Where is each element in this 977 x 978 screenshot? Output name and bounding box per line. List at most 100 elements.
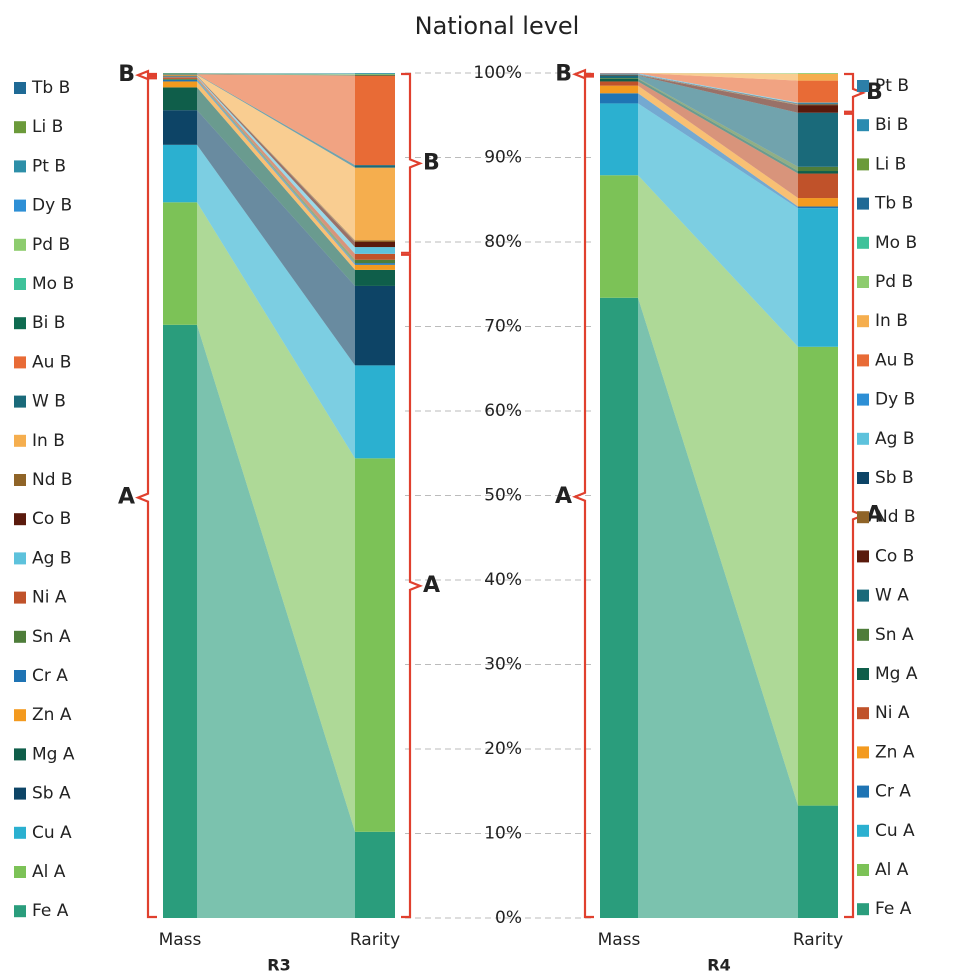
chart-title: National level [415,12,580,40]
legend-label: Pt B [32,156,66,176]
x-tick-label: Mass [598,930,641,950]
y-tick-label: 50% [484,486,522,506]
bar-segment [163,81,197,88]
legend-label: Ni A [875,703,910,723]
legend-label: Mo B [875,233,917,253]
legend-label: Sb A [32,784,71,804]
flow-band [197,77,355,260]
bracket-label: A [866,502,883,527]
flow-band [638,78,798,172]
flow-band [638,297,798,918]
legend-swatch [857,119,869,132]
legend-label: Al A [32,862,66,882]
legend-swatch [857,511,869,524]
legend-swatch [857,393,869,406]
flow-band [638,78,798,174]
legend-swatch [857,550,869,563]
legend-swatch [14,474,26,486]
legend-label: Li B [875,154,906,174]
bracket-label: A [555,484,572,509]
bracket-label: B [555,61,572,86]
legend-label: In B [875,311,908,331]
bar-segment [798,206,838,209]
bar-segment [163,78,197,80]
y-tick-label: 60% [484,401,522,421]
bracket-label: B [866,80,883,105]
legend-swatch [14,199,26,212]
bracket [844,72,866,113]
bar-segment [600,75,638,79]
flow-band [197,79,355,265]
y-tick-label: 30% [484,655,522,675]
bracket [401,253,423,919]
legend-label: Ag B [875,429,915,449]
bracket [572,68,594,80]
flow-band [197,144,355,459]
bar-segment [355,269,395,286]
bar-segment [355,240,395,242]
legend-swatch [857,903,869,916]
bar-segment [600,175,638,298]
flow-band [197,87,355,286]
legend-swatch [14,866,26,878]
legend-swatch [857,707,869,720]
flow-band [197,324,355,918]
bar-segment [798,805,838,918]
bar-segment [163,144,197,203]
bar-segment [798,73,838,74]
bar-segment [355,247,395,254]
legend-swatch [14,317,26,330]
bar-segment [798,166,838,172]
bar-segment [798,105,838,113]
legend-label: Li B [32,117,63,137]
bar-segment [163,74,197,76]
y-tick-label: 10% [484,824,522,844]
legend-swatch [14,905,26,918]
bar-segment [600,93,638,104]
flow-band [638,74,798,105]
bar-segment [163,79,197,82]
legend-label: W A [875,586,909,606]
legend-label: Co B [875,546,914,566]
legend-label: Cr A [875,782,911,802]
legend-label: Sn A [875,625,914,645]
legend-label: Bi B [875,115,908,135]
bracket [135,77,157,919]
bar-segment [355,285,395,366]
flow-band [197,78,355,264]
legend-label: Pd B [32,235,70,255]
flow-band [197,75,355,248]
bar-segment [798,171,838,174]
legend-swatch [14,160,26,173]
flow-band [638,175,798,806]
bar-segment [355,167,395,241]
flow-band [197,74,355,168]
legend-label: Pd B [875,272,913,292]
bar-segment [798,73,838,81]
flow-band [197,76,355,254]
bar-segment [798,173,838,199]
legend-swatch [14,434,26,447]
bar-segment [163,110,197,145]
y-tick-label: 90% [484,148,522,168]
flow-band [197,110,355,366]
bar-segment [355,259,395,264]
bar-segment [355,458,395,832]
legend-swatch [857,236,869,249]
bar-segment [163,77,197,79]
flow-band [197,75,355,242]
legend-label: Co B [32,509,71,529]
flow-band [638,74,798,106]
bar-segment [798,104,838,106]
bar-segment [600,78,638,79]
legend-label: Ni A [32,588,67,608]
bracket-label: B [118,62,135,87]
legend-swatch [857,864,869,876]
flow-band [197,74,355,166]
legend-label: Mo B [32,274,74,294]
y-tick-label: 100% [473,63,522,83]
legend-swatch [14,82,26,94]
y-tick-label: 20% [484,739,522,759]
bar-segment [355,75,395,166]
flow-band [638,85,798,207]
